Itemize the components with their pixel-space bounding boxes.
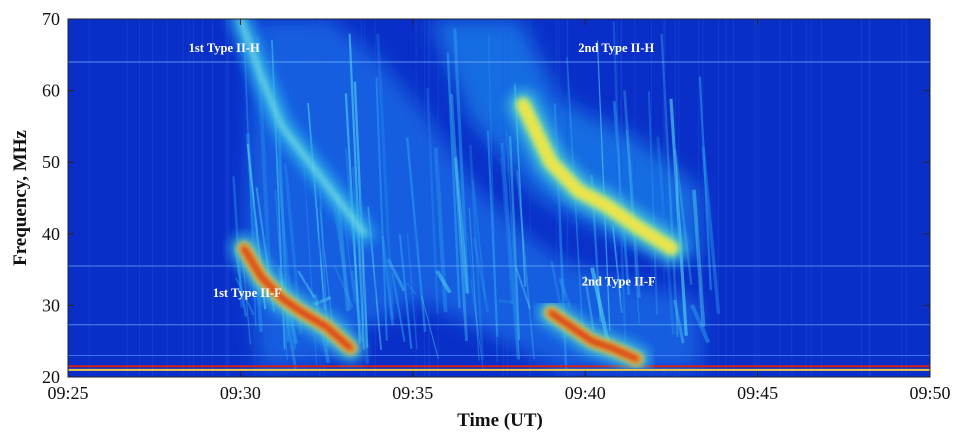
- emission-streak: [387, 259, 406, 292]
- emission-streak: [453, 28, 470, 294]
- burst-layer: [227, 19, 689, 375]
- emission-streak: [505, 130, 520, 360]
- emission-streak: [332, 206, 352, 310]
- y-axis: 20 30 40 50 60 70: [42, 9, 930, 387]
- burst-label: 2nd Type II-F: [582, 274, 656, 288]
- emission-streak: [468, 207, 480, 361]
- emission-streak: [660, 33, 679, 338]
- emission-streak: [348, 33, 366, 350]
- emission-streak: [466, 233, 480, 336]
- burst-band: [237, 19, 367, 237]
- emission-streak: [307, 102, 326, 310]
- emission-streak: [516, 170, 535, 360]
- burst-band: [241, 246, 353, 351]
- emission-streak: [449, 93, 469, 341]
- y-tick-label: 50: [42, 152, 60, 172]
- emission-streak: [344, 220, 355, 302]
- emission-streak: [487, 35, 498, 363]
- burst-band: [548, 310, 639, 362]
- upper-drift-band: [430, 19, 700, 260]
- burst-lane: [228, 233, 366, 364]
- y-tick-label: 30: [42, 295, 60, 315]
- burst-lane: [227, 19, 378, 247]
- emission-streak: [486, 130, 499, 337]
- emission-streak: [313, 296, 332, 307]
- x-tick-label: 09:45: [737, 383, 778, 403]
- emission-streak: [274, 189, 288, 361]
- emission-streak: [692, 189, 706, 327]
- emission-streak: [673, 299, 685, 344]
- x-tick-label: 09:40: [565, 383, 606, 403]
- x-tick-label: 09:25: [47, 383, 88, 403]
- emission-streak: [508, 136, 521, 341]
- emission-streak: [391, 272, 406, 342]
- emission-streak: [446, 52, 461, 308]
- emission-streak: [500, 157, 513, 305]
- emission-streak: [583, 275, 595, 332]
- emission-streak: [376, 33, 395, 319]
- plot-frame: [67, 18, 931, 378]
- emission-streak: [406, 137, 427, 333]
- burst-label: 1st Type II-F: [213, 286, 282, 300]
- emission-streak: [406, 282, 417, 295]
- emission-streak: [690, 304, 711, 344]
- emission-streak: [669, 98, 688, 336]
- emission-streak: [673, 149, 693, 285]
- burst-band: [519, 100, 676, 253]
- emission-streak: [453, 157, 469, 294]
- emission-streak: [558, 277, 572, 308]
- emission-streak: [235, 277, 255, 316]
- y-tick-label: 60: [42, 81, 60, 101]
- y-tick-label: 20: [42, 367, 60, 387]
- emission-streak: [500, 142, 520, 360]
- x-tick-label: 09:30: [220, 383, 261, 403]
- emission-streak: [435, 269, 452, 294]
- emission-streak: [297, 270, 316, 298]
- emission-streak: [398, 234, 413, 350]
- emission-streak: [406, 233, 418, 350]
- emission-streak: [334, 266, 354, 309]
- x-tick-label: 09:35: [392, 383, 433, 403]
- interference-lines: [68, 61, 930, 371]
- plot-area: [68, 19, 930, 377]
- emission-streak: [647, 91, 659, 315]
- emission-streak: [623, 90, 641, 299]
- emission-streak: [698, 76, 712, 290]
- x-axis: 09:25 09:30 09:35 09:40 09:45 09:50: [47, 19, 951, 403]
- burst-label: 1st Type II-H: [189, 41, 260, 55]
- y-tick-label: 70: [42, 9, 60, 29]
- emission-streak: [471, 179, 487, 298]
- diffuse-emission: [245, 19, 700, 370]
- x-tick-label: 09:50: [909, 383, 950, 403]
- x-axis-title: Time (UT): [457, 410, 543, 431]
- y-axis-title: Frequency, MHz: [10, 130, 31, 266]
- burst-label: 2nd Type II-H: [578, 41, 654, 55]
- emission-streak: [468, 144, 484, 360]
- emission-streak: [498, 298, 514, 304]
- y-tick-label: 40: [42, 224, 60, 244]
- emission-streak: [381, 235, 395, 326]
- diffuse-emission-region: [245, 19, 700, 370]
- emission-streak: [612, 225, 623, 313]
- annotations: 1st Type II-H 2nd Type II-H 1st Type II-F 2…: [189, 41, 656, 300]
- burst-lane: [535, 297, 652, 375]
- emission-streak: [433, 147, 448, 313]
- emission-streak: [375, 77, 388, 341]
- emission-streak: [515, 267, 532, 310]
- burst-lane: [506, 87, 689, 266]
- emission-streak: [472, 237, 489, 313]
- emission-streak: [426, 88, 439, 314]
- emission-streak: [350, 270, 364, 343]
- emission-streak: [421, 296, 439, 360]
